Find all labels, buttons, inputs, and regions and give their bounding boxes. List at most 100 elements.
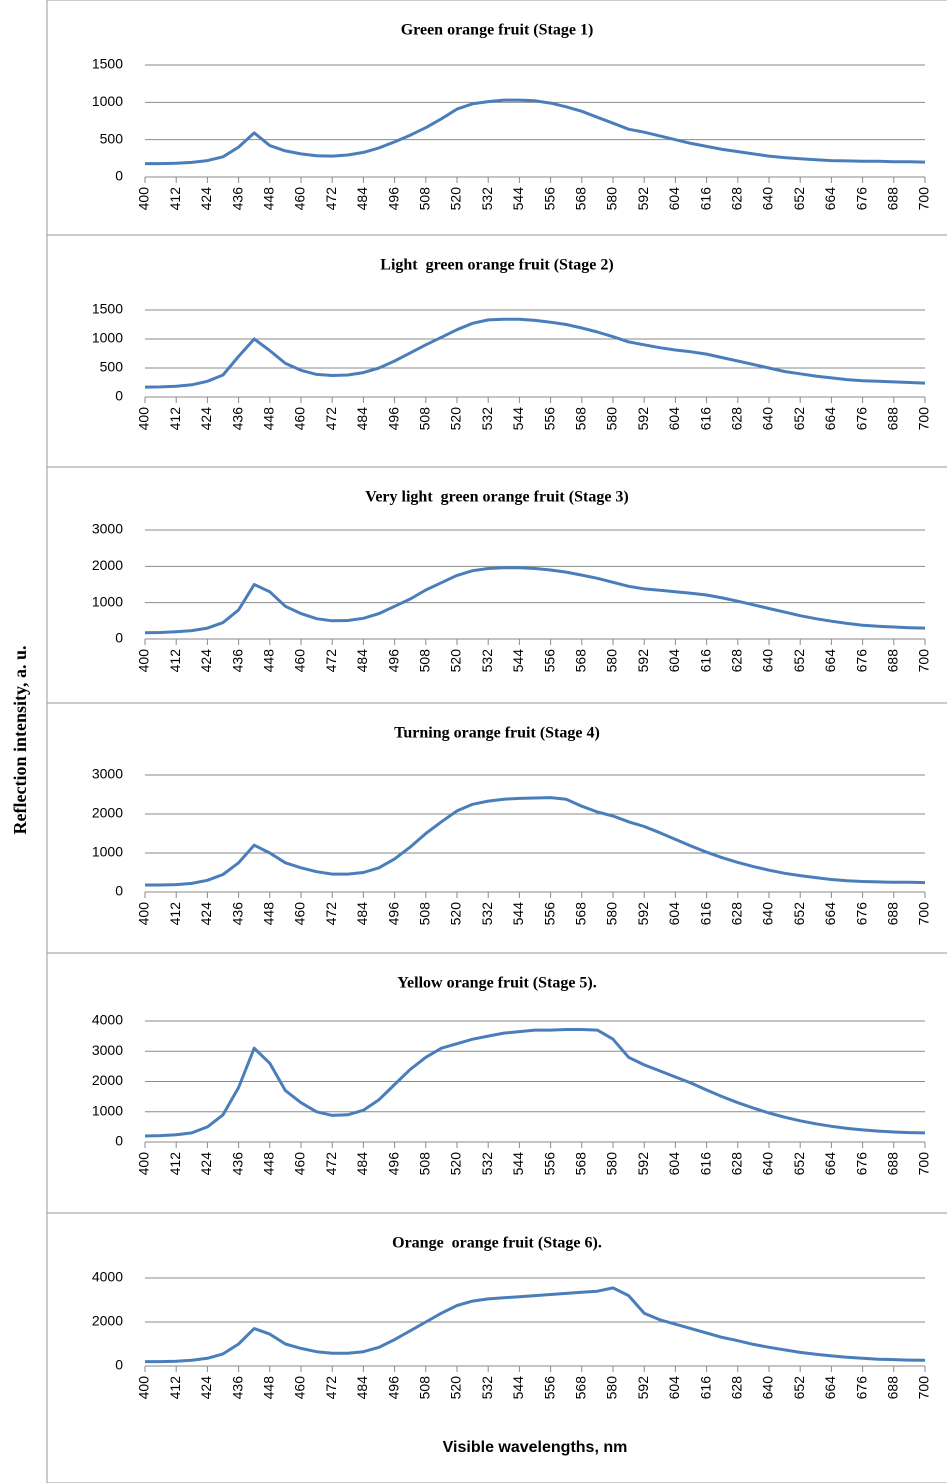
y-tick-label: 0 xyxy=(115,630,123,646)
x-tick-label: 604 xyxy=(666,187,682,211)
x-tick-label: 400 xyxy=(136,407,152,431)
x-tick-label: 436 xyxy=(229,902,245,926)
x-tick-label: 520 xyxy=(448,187,464,211)
x-tick-label: 544 xyxy=(510,187,526,211)
x-tick-label: 448 xyxy=(261,649,277,673)
chart-title: Yellow orange fruit (Stage 5). xyxy=(397,975,597,992)
x-tick-label: 604 xyxy=(666,902,682,926)
x-tick-label: 556 xyxy=(541,407,557,431)
x-tick-label: 652 xyxy=(791,649,807,673)
y-tick-label: 0 xyxy=(115,883,123,899)
data-line xyxy=(144,1028,926,1138)
x-tick-label: 676 xyxy=(853,1152,869,1176)
x-tick-label: 532 xyxy=(479,902,495,926)
x-tick-label: 508 xyxy=(417,187,433,211)
x-tick-label: 496 xyxy=(385,1376,401,1400)
x-tick-label: 556 xyxy=(541,187,557,211)
x-tick-label: 436 xyxy=(229,1152,245,1176)
x-tick-label: 604 xyxy=(666,649,682,673)
x-tick-label: 472 xyxy=(323,1376,339,1400)
x-tick-label: 484 xyxy=(354,187,370,211)
x-tick-label: 688 xyxy=(885,649,901,673)
x-tick-label: 508 xyxy=(417,649,433,673)
x-tick-label: 676 xyxy=(853,187,869,211)
x-tick-label: 640 xyxy=(760,649,776,673)
x-tick-label: 580 xyxy=(604,187,620,211)
x-tick-label: 580 xyxy=(604,649,620,673)
x-tick-label: 700 xyxy=(916,902,932,926)
x-tick-label: 508 xyxy=(417,407,433,431)
x-tick-label: 568 xyxy=(573,649,589,673)
x-tick-label: 652 xyxy=(791,1376,807,1400)
data-line xyxy=(145,796,926,887)
x-tick-label: 616 xyxy=(697,187,713,211)
y-tick-label: 3000 xyxy=(92,521,123,537)
y-tick-label: 0 xyxy=(115,1133,123,1149)
x-tick-label: 472 xyxy=(323,187,339,211)
y-tick-label: 1500 xyxy=(92,301,123,317)
x-tick-label: 592 xyxy=(635,1152,651,1176)
y-tick-label: 500 xyxy=(100,359,124,375)
x-tick-label: 700 xyxy=(916,407,932,431)
x-tick-label: 496 xyxy=(385,902,401,926)
x-tick-label: 628 xyxy=(729,187,745,211)
x-tick-label: 448 xyxy=(261,187,277,211)
data-line xyxy=(144,566,926,635)
x-tick-label: 556 xyxy=(541,649,557,673)
x-tick-label: 688 xyxy=(885,902,901,926)
x-tick-label: 556 xyxy=(541,1152,557,1176)
x-tick-label: 652 xyxy=(791,1152,807,1176)
y-tick-label: 4000 xyxy=(92,1269,123,1285)
x-tick-label: 412 xyxy=(167,902,183,926)
y-tick-label: 1000 xyxy=(92,593,123,609)
x-tick-label: 676 xyxy=(853,1376,869,1400)
x-tick-label: 532 xyxy=(479,649,495,673)
y-tick-label: 1000 xyxy=(92,1102,123,1118)
x-tick-label: 448 xyxy=(261,902,277,926)
y-tick-label: 0 xyxy=(115,388,123,404)
y-tick-label: 1000 xyxy=(92,330,123,346)
x-tick-label: 544 xyxy=(510,1376,526,1400)
x-tick-label: 520 xyxy=(448,407,464,431)
y-tick-label: 2000 xyxy=(92,557,123,573)
x-tick-label: 604 xyxy=(666,407,682,431)
x-tick-label: 448 xyxy=(261,407,277,431)
x-tick-label: 664 xyxy=(822,902,838,926)
x-tick-label: 652 xyxy=(791,407,807,431)
x-tick-label: 664 xyxy=(822,1152,838,1176)
x-tick-label: 628 xyxy=(729,407,745,431)
x-tick-label: 616 xyxy=(697,902,713,926)
y-tick-label: 2000 xyxy=(92,1313,123,1329)
x-tick-label: 496 xyxy=(385,1152,401,1176)
x-tick-label: 556 xyxy=(541,902,557,926)
chart-title: Very light green orange fruit (Stage 3) xyxy=(365,489,629,506)
x-tick-label: 460 xyxy=(292,1376,308,1400)
x-tick-label: 460 xyxy=(292,649,308,673)
x-tick-label: 496 xyxy=(385,649,401,673)
x-tick-label: 604 xyxy=(666,1376,682,1400)
x-tick-label: 496 xyxy=(385,187,401,211)
x-tick-label: 628 xyxy=(729,649,745,673)
y-tick-label: 2000 xyxy=(92,805,123,821)
x-tick-label: 532 xyxy=(479,1376,495,1400)
x-tick-label: 424 xyxy=(198,1152,214,1176)
x-tick-label: 460 xyxy=(292,902,308,926)
x-tick-label: 604 xyxy=(666,1152,682,1176)
x-tick-label: 652 xyxy=(791,187,807,211)
x-tick-label: 616 xyxy=(697,407,713,431)
x-tick-label: 568 xyxy=(573,902,589,926)
x-tick-label: 616 xyxy=(697,649,713,673)
chart-title: Green orange fruit (Stage 1) xyxy=(401,22,594,39)
y-tick-label: 3000 xyxy=(92,766,123,782)
x-tick-label: 688 xyxy=(885,1376,901,1400)
x-tick-label: 640 xyxy=(760,902,776,926)
x-tick-label: 700 xyxy=(916,649,932,673)
y-tick-label: 2000 xyxy=(92,1072,123,1088)
x-tick-label: 628 xyxy=(729,1376,745,1400)
x-tick-label: 412 xyxy=(167,407,183,431)
x-tick-label: 568 xyxy=(573,187,589,211)
data-line xyxy=(144,317,926,389)
x-tick-label: 580 xyxy=(604,902,620,926)
x-tick-label: 472 xyxy=(323,649,339,673)
x-tick-label: 640 xyxy=(760,407,776,431)
